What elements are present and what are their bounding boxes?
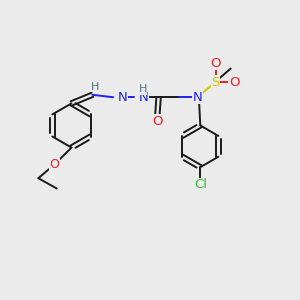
Text: S: S: [211, 76, 220, 88]
Text: N: N: [193, 91, 203, 104]
Text: H: H: [139, 84, 147, 94]
Text: O: O: [152, 115, 163, 128]
Text: Cl: Cl: [194, 178, 207, 191]
Text: O: O: [50, 158, 59, 171]
Text: O: O: [229, 76, 240, 88]
Text: O: O: [210, 57, 221, 70]
Text: N: N: [139, 91, 148, 104]
Text: H: H: [91, 82, 99, 92]
Text: N: N: [118, 91, 128, 104]
